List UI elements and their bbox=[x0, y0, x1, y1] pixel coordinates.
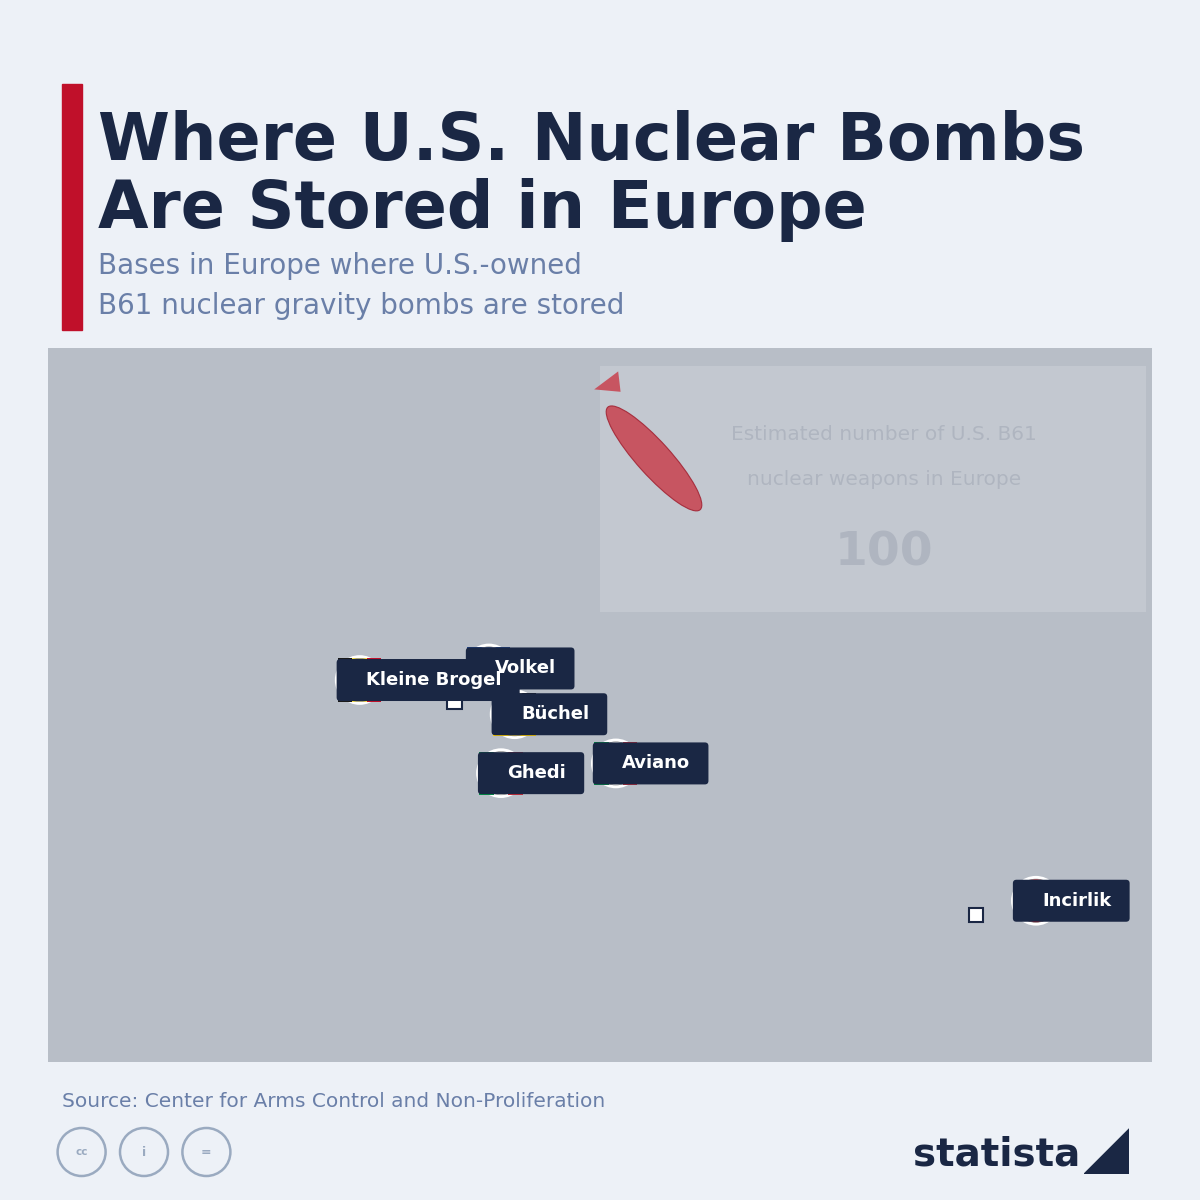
Circle shape bbox=[335, 655, 384, 704]
Text: Source: Center for Arms Control and Non-Proliferation: Source: Center for Arms Control and Non-… bbox=[62, 1092, 606, 1111]
FancyBboxPatch shape bbox=[600, 366, 1146, 612]
FancyBboxPatch shape bbox=[493, 751, 508, 794]
Circle shape bbox=[1012, 876, 1061, 925]
Bar bbox=[421, 671, 436, 685]
FancyBboxPatch shape bbox=[493, 707, 536, 721]
Circle shape bbox=[476, 749, 526, 798]
Circle shape bbox=[490, 690, 540, 739]
Text: Büchel: Büchel bbox=[521, 706, 589, 724]
Text: Volkel: Volkel bbox=[496, 660, 557, 678]
FancyBboxPatch shape bbox=[593, 743, 708, 785]
Text: Incirlik: Incirlik bbox=[1043, 892, 1111, 910]
FancyBboxPatch shape bbox=[594, 742, 608, 785]
Bar bbox=[62, 84, 82, 330]
Bar bbox=[505, 772, 520, 786]
Text: Bases in Europe where U.S.-owned: Bases in Europe where U.S.-owned bbox=[98, 252, 582, 280]
Text: Aviano: Aviano bbox=[623, 755, 690, 773]
FancyBboxPatch shape bbox=[493, 692, 536, 707]
Circle shape bbox=[1014, 880, 1057, 923]
FancyBboxPatch shape bbox=[467, 647, 510, 661]
Text: =: = bbox=[202, 1146, 211, 1158]
FancyBboxPatch shape bbox=[478, 752, 584, 794]
Text: Ghedi: Ghedi bbox=[508, 764, 566, 782]
FancyBboxPatch shape bbox=[623, 742, 637, 785]
Bar bbox=[48, 348, 1152, 1062]
Text: nuclear weapons in Europe: nuclear weapons in Europe bbox=[746, 469, 1021, 488]
FancyBboxPatch shape bbox=[353, 659, 367, 702]
Circle shape bbox=[1022, 889, 1046, 913]
Bar bbox=[448, 695, 462, 709]
FancyBboxPatch shape bbox=[1013, 880, 1129, 922]
Text: Kleine Brogel: Kleine Brogel bbox=[366, 671, 502, 689]
Circle shape bbox=[1030, 892, 1048, 910]
Text: Are Stored in Europe: Are Stored in Europe bbox=[98, 178, 868, 241]
FancyBboxPatch shape bbox=[338, 659, 353, 702]
Text: cc: cc bbox=[76, 1147, 88, 1157]
FancyBboxPatch shape bbox=[367, 659, 382, 702]
FancyBboxPatch shape bbox=[492, 694, 607, 736]
Bar bbox=[1084, 1128, 1129, 1174]
Bar bbox=[548, 762, 563, 776]
Text: Where U.S. Nuclear Bombs: Where U.S. Nuclear Bombs bbox=[98, 110, 1086, 174]
FancyBboxPatch shape bbox=[479, 751, 493, 794]
FancyBboxPatch shape bbox=[508, 751, 522, 794]
Text: statista: statista bbox=[913, 1135, 1080, 1174]
Circle shape bbox=[592, 738, 641, 788]
FancyBboxPatch shape bbox=[493, 721, 536, 736]
Bar bbox=[413, 679, 427, 694]
Ellipse shape bbox=[606, 406, 702, 511]
Text: i: i bbox=[142, 1146, 146, 1158]
Text: B61 nuclear gravity bombs are stored: B61 nuclear gravity bombs are stored bbox=[98, 292, 625, 319]
Polygon shape bbox=[1084, 1128, 1129, 1174]
Circle shape bbox=[464, 643, 514, 694]
Polygon shape bbox=[594, 372, 620, 392]
Bar bbox=[968, 908, 983, 923]
FancyBboxPatch shape bbox=[337, 659, 520, 701]
FancyBboxPatch shape bbox=[467, 676, 510, 690]
Text: Estimated number of U.S. B61: Estimated number of U.S. B61 bbox=[731, 425, 1037, 444]
Text: 100: 100 bbox=[835, 530, 934, 576]
Bar bbox=[48, 348, 1152, 1062]
FancyBboxPatch shape bbox=[466, 648, 575, 690]
FancyBboxPatch shape bbox=[608, 742, 623, 785]
FancyBboxPatch shape bbox=[467, 661, 510, 676]
